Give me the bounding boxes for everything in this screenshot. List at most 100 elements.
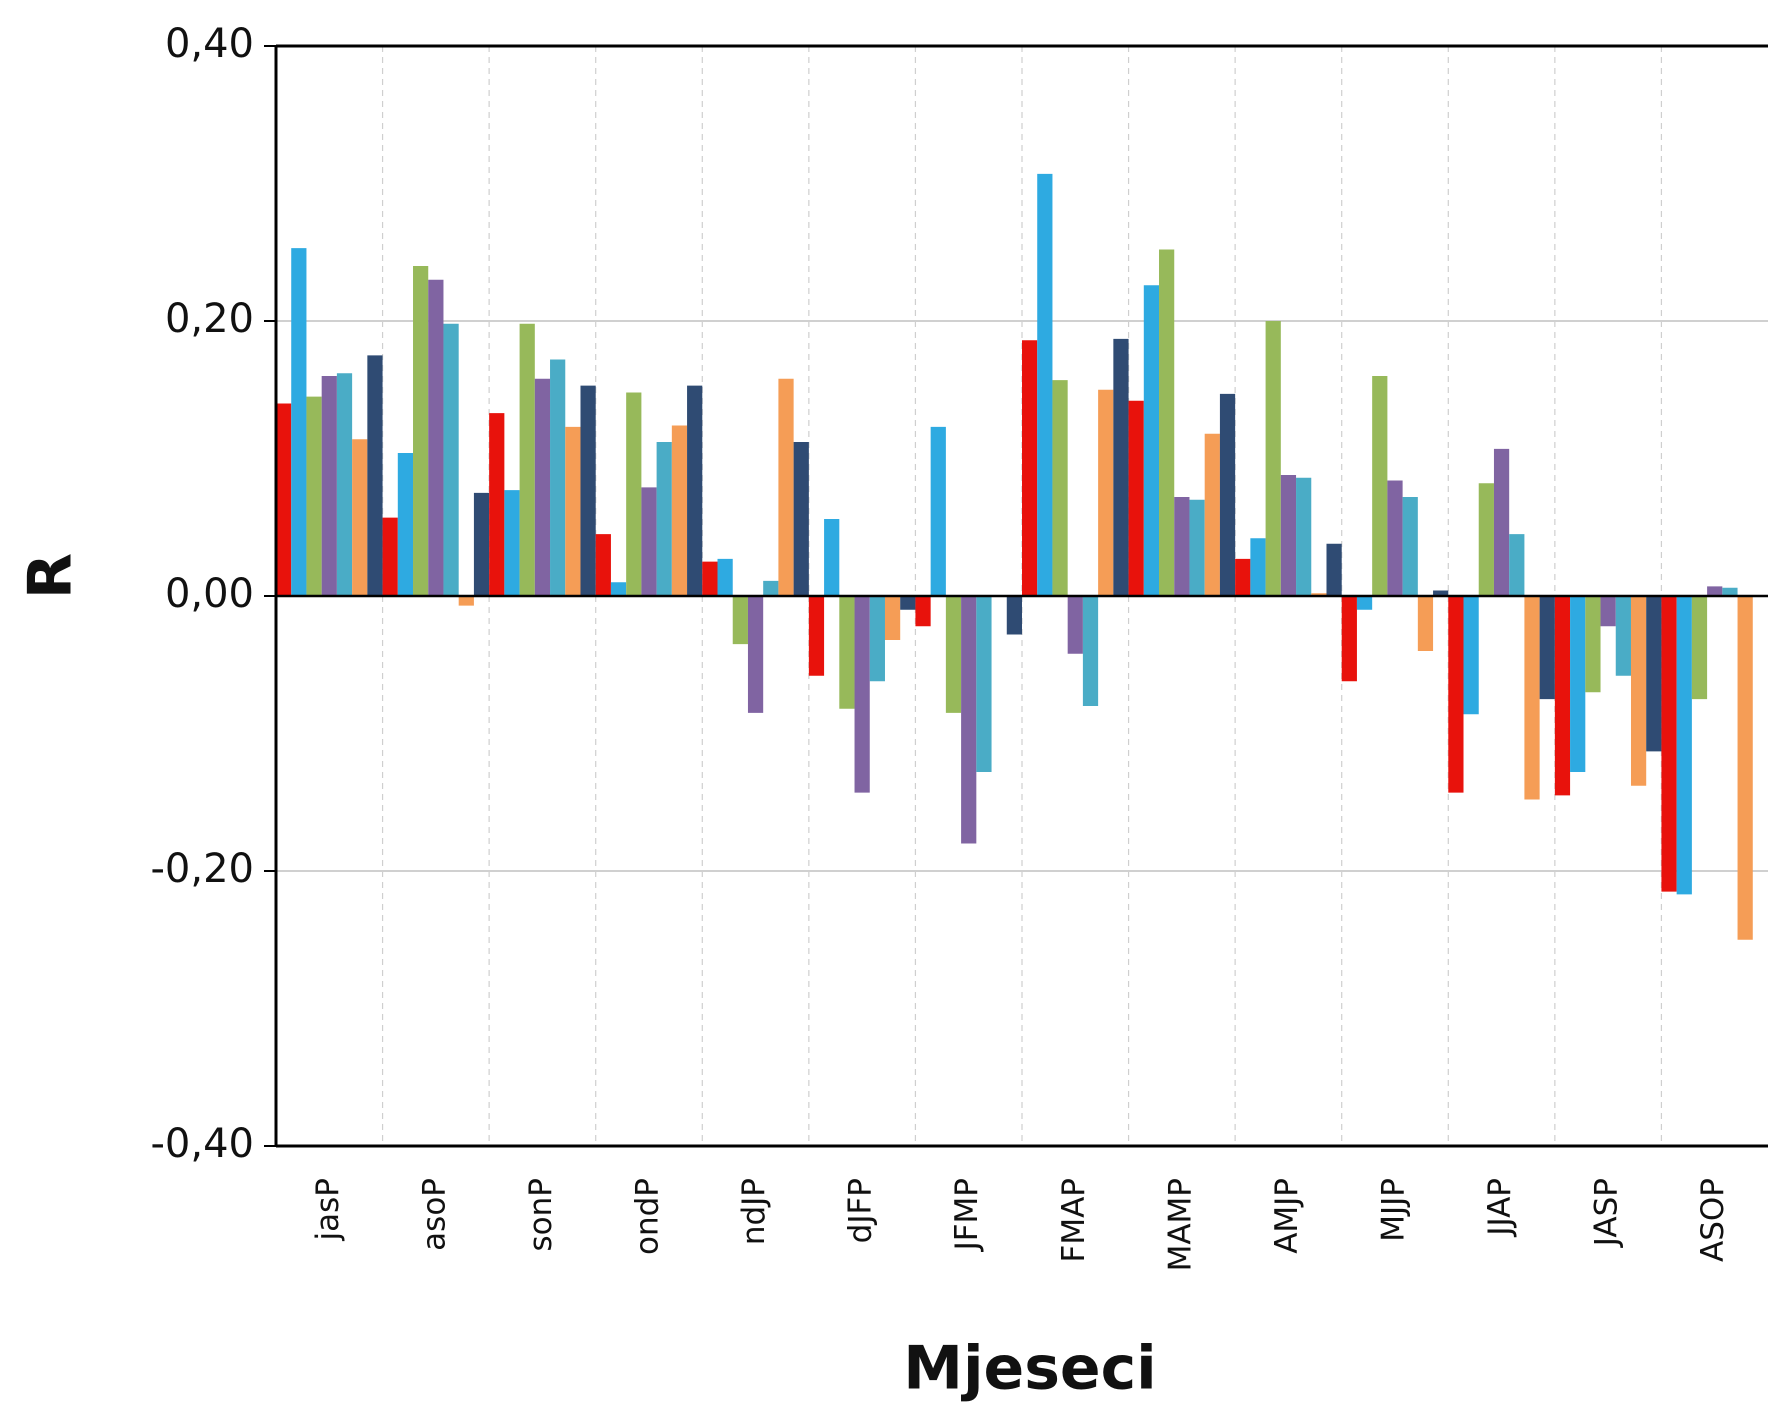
bar xyxy=(1630,596,1647,786)
bar xyxy=(428,279,444,596)
bar xyxy=(717,558,733,596)
bar xyxy=(1128,400,1144,596)
bar xyxy=(641,487,657,596)
bar xyxy=(1737,596,1753,940)
bar xyxy=(1372,376,1388,596)
y-tick-label: 0,40 xyxy=(165,21,254,67)
bar xyxy=(276,403,292,596)
bar xyxy=(778,378,794,596)
bar xyxy=(1311,593,1327,596)
bar xyxy=(1356,596,1373,610)
bar xyxy=(1417,596,1434,651)
bar xyxy=(610,582,627,596)
bar xyxy=(1067,596,1083,654)
bar xyxy=(1235,558,1251,596)
bar xyxy=(458,596,474,606)
bar xyxy=(336,373,353,596)
bar xyxy=(1478,483,1494,596)
bar xyxy=(1554,596,1571,796)
bar xyxy=(1326,543,1342,596)
bar xyxy=(1098,389,1114,596)
x-tick-label: ondP xyxy=(630,1178,666,1255)
bar xyxy=(534,378,551,596)
bar xyxy=(976,596,992,772)
y-tick-label: -0,40 xyxy=(151,1121,255,1167)
bar xyxy=(1433,590,1449,596)
bar xyxy=(1722,587,1738,596)
y-tick-label: -0,20 xyxy=(151,846,255,892)
y-axis-title: R xyxy=(16,553,86,599)
bar xyxy=(1296,477,1312,596)
bar xyxy=(1006,596,1022,635)
bar xyxy=(1402,497,1418,596)
bar xyxy=(397,453,414,596)
bar xyxy=(1615,596,1631,676)
bar xyxy=(443,323,459,596)
bar xyxy=(671,425,688,596)
bar xyxy=(1448,596,1464,793)
bar xyxy=(900,596,916,610)
x-tick-label: jasP xyxy=(310,1178,346,1241)
bar xyxy=(747,596,764,713)
bar xyxy=(1143,285,1160,596)
x-tick-label: sonP xyxy=(523,1178,559,1251)
bar xyxy=(352,439,368,596)
bar xyxy=(1265,321,1281,596)
bar xyxy=(1204,433,1220,596)
bar xyxy=(1174,497,1190,596)
bar xyxy=(1585,596,1601,693)
bar xyxy=(504,490,520,596)
bar xyxy=(884,596,901,640)
x-tick-label: ASOP xyxy=(1695,1178,1731,1262)
bar xyxy=(702,561,718,596)
bar xyxy=(367,355,383,596)
bar xyxy=(519,323,535,596)
bar xyxy=(793,442,809,596)
bar xyxy=(306,396,322,596)
bar xyxy=(1691,596,1708,700)
bar xyxy=(656,442,672,596)
x-tick-label: JFMP xyxy=(949,1178,985,1252)
bar xyxy=(595,534,611,596)
bar xyxy=(565,426,581,596)
bar xyxy=(945,596,962,713)
bar xyxy=(1113,338,1129,596)
bar xyxy=(382,517,398,596)
bar xyxy=(413,266,429,596)
bar xyxy=(1280,475,1297,596)
x-tick-label: ndJP xyxy=(736,1178,772,1245)
bar xyxy=(1676,596,1692,895)
bar xyxy=(1570,596,1586,772)
bar xyxy=(550,359,566,596)
bar xyxy=(824,519,840,596)
x-tick-label: MAMP xyxy=(1162,1178,1198,1271)
bar xyxy=(915,596,931,627)
bar xyxy=(1250,538,1266,596)
bar xyxy=(1387,480,1403,596)
bar xyxy=(687,385,703,596)
bar xyxy=(1189,499,1205,596)
bar xyxy=(1159,249,1175,596)
x-tick-label: MJJP xyxy=(1376,1178,1412,1242)
bar xyxy=(869,596,885,682)
x-tick-label: asoP xyxy=(416,1178,452,1251)
bar xyxy=(626,392,642,596)
x-axis-title: Mjeseci xyxy=(903,1334,1157,1404)
bar xyxy=(1707,586,1723,596)
bar xyxy=(732,596,748,645)
y-tick-label: 0,20 xyxy=(165,296,254,342)
bar xyxy=(580,385,596,596)
bar xyxy=(1082,596,1099,706)
y-tick-label: 0,00 xyxy=(165,571,254,617)
bar xyxy=(763,580,779,596)
x-tick-label: JJAP xyxy=(1482,1178,1518,1238)
bar xyxy=(1037,173,1053,596)
x-tick-label: JASP xyxy=(1589,1178,1625,1248)
bar xyxy=(1661,596,1677,892)
bar xyxy=(1646,596,1662,752)
bar xyxy=(1493,448,1510,596)
bar xyxy=(1509,534,1525,596)
bar xyxy=(839,596,855,709)
